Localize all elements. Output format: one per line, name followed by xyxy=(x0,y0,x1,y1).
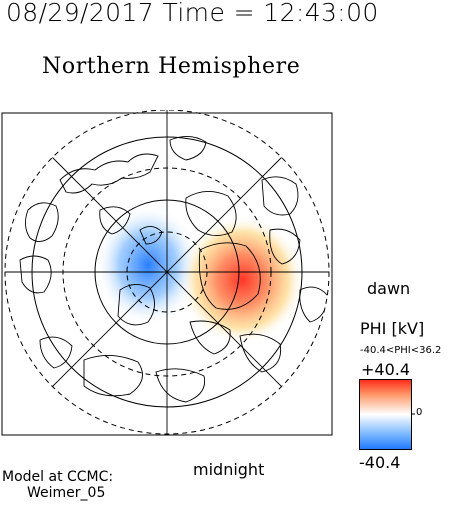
colorbar-title: PHI [kV] xyxy=(360,319,425,338)
latitude-circle-80 xyxy=(94,199,240,345)
colorbar-zero-label: 0 xyxy=(416,407,423,418)
timestamp: 08/29/2017 Time = 12:43:00 xyxy=(6,0,379,27)
latitude-circle-70 xyxy=(62,167,272,377)
plot-title: Northern Hemisphere xyxy=(42,54,301,79)
positive-potential-cell xyxy=(180,216,304,344)
dawn-label: dawn xyxy=(367,279,411,298)
model-credit-line2: Weimer_05 xyxy=(27,485,106,501)
latitude-circle-50 xyxy=(4,110,330,435)
model-credit-line1: Model at CCMC: xyxy=(2,469,114,485)
latitude-circle-60 xyxy=(31,136,303,408)
negative-potential-cell xyxy=(96,205,200,325)
colorbar-range: -40.4<PHI<36.2 xyxy=(360,345,442,356)
colorbar-max-label: +40.4 xyxy=(361,360,411,379)
latitude-circle-85 xyxy=(126,231,208,313)
polar-potential-map xyxy=(1,110,333,436)
colorbar xyxy=(359,379,415,450)
midnight-label: midnight xyxy=(193,460,265,479)
colorbar-gradient xyxy=(359,379,412,450)
colorbar-min-label: -40.4 xyxy=(359,453,401,472)
